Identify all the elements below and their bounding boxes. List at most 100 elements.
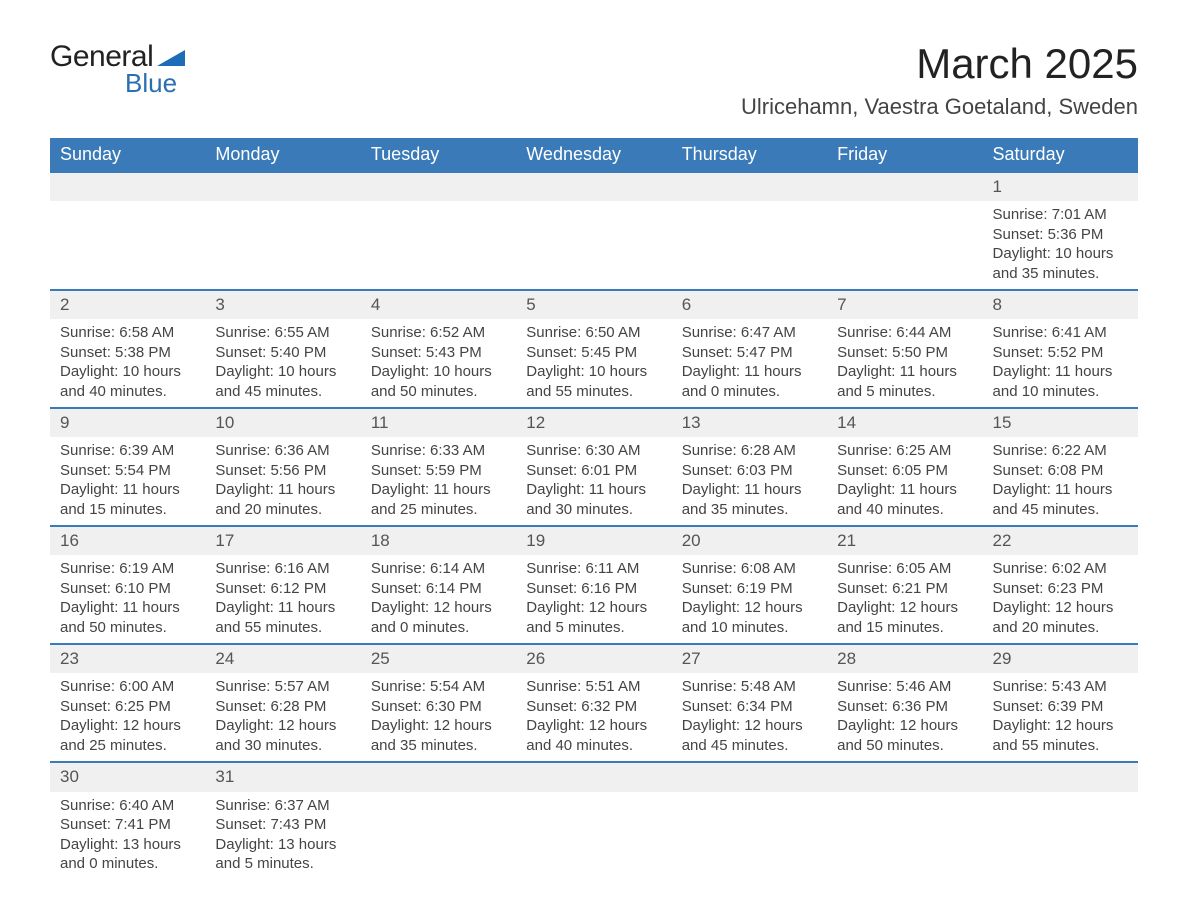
day-details: Sunrise: 7:01 AMSunset: 5:36 PMDaylight:… <box>983 201 1138 289</box>
calendar-cell <box>361 761 516 879</box>
calendar-cell: 21Sunrise: 6:05 AMSunset: 6:21 PMDayligh… <box>827 525 982 643</box>
calendar-cell <box>827 171 982 289</box>
weekday-header: Friday <box>827 138 982 171</box>
day-number: 30 <box>50 761 205 791</box>
day-details: Sunrise: 6:47 AMSunset: 5:47 PMDaylight:… <box>672 319 827 407</box>
day-details: Sunrise: 6:41 AMSunset: 5:52 PMDaylight:… <box>983 319 1138 407</box>
weekday-header: Sunday <box>50 138 205 171</box>
sunrise-line: Sunrise: 5:51 AM <box>526 677 661 697</box>
sunset-line: Sunset: 6:36 PM <box>837 697 972 717</box>
sunset-line: Sunset: 6:39 PM <box>993 697 1128 717</box>
daylight-line: Daylight: 10 hours and 35 minutes. <box>993 244 1128 283</box>
calendar-week-row: 9Sunrise: 6:39 AMSunset: 5:54 PMDaylight… <box>50 407 1138 525</box>
empty-day-header <box>50 171 205 201</box>
calendar-cell: 9Sunrise: 6:39 AMSunset: 5:54 PMDaylight… <box>50 407 205 525</box>
empty-day-header <box>672 761 827 791</box>
logo-text-blue: Blue <box>125 68 185 99</box>
daylight-line: Daylight: 12 hours and 55 minutes. <box>993 716 1128 755</box>
sunset-line: Sunset: 5:56 PM <box>215 461 350 481</box>
sunset-line: Sunset: 6:32 PM <box>526 697 661 717</box>
day-number: 6 <box>672 289 827 319</box>
daylight-line: Daylight: 11 hours and 50 minutes. <box>60 598 195 637</box>
empty-day-body <box>672 201 827 279</box>
day-number: 10 <box>205 407 360 437</box>
calendar-cell: 31Sunrise: 6:37 AMSunset: 7:43 PMDayligh… <box>205 761 360 879</box>
calendar-cell: 10Sunrise: 6:36 AMSunset: 5:56 PMDayligh… <box>205 407 360 525</box>
sunset-line: Sunset: 6:19 PM <box>682 579 817 599</box>
calendar-cell: 26Sunrise: 5:51 AMSunset: 6:32 PMDayligh… <box>516 643 671 761</box>
calendar-cell: 19Sunrise: 6:11 AMSunset: 6:16 PMDayligh… <box>516 525 671 643</box>
weekday-header: Monday <box>205 138 360 171</box>
calendar-cell: 7Sunrise: 6:44 AMSunset: 5:50 PMDaylight… <box>827 289 982 407</box>
day-details: Sunrise: 6:08 AMSunset: 6:19 PMDaylight:… <box>672 555 827 643</box>
day-details: Sunrise: 6:28 AMSunset: 6:03 PMDaylight:… <box>672 437 827 525</box>
empty-day-header <box>672 171 827 201</box>
day-details: Sunrise: 6:33 AMSunset: 5:59 PMDaylight:… <box>361 437 516 525</box>
daylight-line: Daylight: 12 hours and 45 minutes. <box>682 716 817 755</box>
day-details: Sunrise: 6:19 AMSunset: 6:10 PMDaylight:… <box>50 555 205 643</box>
calendar-table: Sunday Monday Tuesday Wednesday Thursday… <box>50 138 1138 880</box>
sunrise-line: Sunrise: 6:55 AM <box>215 323 350 343</box>
day-details: Sunrise: 6:52 AMSunset: 5:43 PMDaylight:… <box>361 319 516 407</box>
daylight-line: Daylight: 12 hours and 5 minutes. <box>526 598 661 637</box>
day-number: 15 <box>983 407 1138 437</box>
calendar-cell <box>205 171 360 289</box>
day-details: Sunrise: 6:30 AMSunset: 6:01 PMDaylight:… <box>516 437 671 525</box>
day-details: Sunrise: 6:37 AMSunset: 7:43 PMDaylight:… <box>205 792 360 880</box>
empty-day-header <box>361 761 516 791</box>
daylight-line: Daylight: 12 hours and 10 minutes. <box>682 598 817 637</box>
daylight-line: Daylight: 11 hours and 45 minutes. <box>993 480 1128 519</box>
daylight-line: Daylight: 10 hours and 50 minutes. <box>371 362 506 401</box>
sunrise-line: Sunrise: 6:40 AM <box>60 796 195 816</box>
calendar-cell: 25Sunrise: 5:54 AMSunset: 6:30 PMDayligh… <box>361 643 516 761</box>
calendar-cell: 18Sunrise: 6:14 AMSunset: 6:14 PMDayligh… <box>361 525 516 643</box>
sunset-line: Sunset: 6:08 PM <box>993 461 1128 481</box>
calendar-cell <box>516 171 671 289</box>
daylight-line: Daylight: 11 hours and 35 minutes. <box>682 480 817 519</box>
daylight-line: Daylight: 11 hours and 25 minutes. <box>371 480 506 519</box>
header: General Blue March 2025 Ulricehamn, Vaes… <box>50 40 1138 120</box>
daylight-line: Daylight: 12 hours and 50 minutes. <box>837 716 972 755</box>
day-details: Sunrise: 5:46 AMSunset: 6:36 PMDaylight:… <box>827 673 982 761</box>
sunrise-line: Sunrise: 6:47 AM <box>682 323 817 343</box>
calendar-cell <box>516 761 671 879</box>
daylight-line: Daylight: 11 hours and 55 minutes. <box>215 598 350 637</box>
day-number: 18 <box>361 525 516 555</box>
sunrise-line: Sunrise: 6:16 AM <box>215 559 350 579</box>
sunrise-line: Sunrise: 6:37 AM <box>215 796 350 816</box>
calendar-cell: 15Sunrise: 6:22 AMSunset: 6:08 PMDayligh… <box>983 407 1138 525</box>
calendar-week-row: 1Sunrise: 7:01 AMSunset: 5:36 PMDaylight… <box>50 171 1138 289</box>
day-details: Sunrise: 6:50 AMSunset: 5:45 PMDaylight:… <box>516 319 671 407</box>
sunset-line: Sunset: 5:45 PM <box>526 343 661 363</box>
sunset-line: Sunset: 6:34 PM <box>682 697 817 717</box>
day-number: 23 <box>50 643 205 673</box>
empty-day-header <box>827 171 982 201</box>
day-number: 9 <box>50 407 205 437</box>
day-number: 27 <box>672 643 827 673</box>
sunrise-line: Sunrise: 6:25 AM <box>837 441 972 461</box>
day-details: Sunrise: 6:44 AMSunset: 5:50 PMDaylight:… <box>827 319 982 407</box>
day-number: 1 <box>983 171 1138 201</box>
daylight-line: Daylight: 12 hours and 40 minutes. <box>526 716 661 755</box>
sunset-line: Sunset: 5:40 PM <box>215 343 350 363</box>
empty-day-header <box>516 171 671 201</box>
sunset-line: Sunset: 6:16 PM <box>526 579 661 599</box>
sunset-line: Sunset: 6:03 PM <box>682 461 817 481</box>
sunset-line: Sunset: 6:12 PM <box>215 579 350 599</box>
empty-day-body <box>361 201 516 279</box>
sunrise-line: Sunrise: 6:52 AM <box>371 323 506 343</box>
calendar-cell: 17Sunrise: 6:16 AMSunset: 6:12 PMDayligh… <box>205 525 360 643</box>
sunset-line: Sunset: 7:43 PM <box>215 815 350 835</box>
logo: General Blue <box>50 40 185 99</box>
weekday-header: Thursday <box>672 138 827 171</box>
day-details: Sunrise: 5:57 AMSunset: 6:28 PMDaylight:… <box>205 673 360 761</box>
sunrise-line: Sunrise: 6:41 AM <box>993 323 1128 343</box>
sunrise-line: Sunrise: 6:05 AM <box>837 559 972 579</box>
sunrise-line: Sunrise: 6:08 AM <box>682 559 817 579</box>
day-number: 13 <box>672 407 827 437</box>
sunset-line: Sunset: 6:05 PM <box>837 461 972 481</box>
empty-day-header <box>983 761 1138 791</box>
empty-day-body <box>827 201 982 279</box>
day-details: Sunrise: 6:40 AMSunset: 7:41 PMDaylight:… <box>50 792 205 880</box>
calendar-cell: 6Sunrise: 6:47 AMSunset: 5:47 PMDaylight… <box>672 289 827 407</box>
